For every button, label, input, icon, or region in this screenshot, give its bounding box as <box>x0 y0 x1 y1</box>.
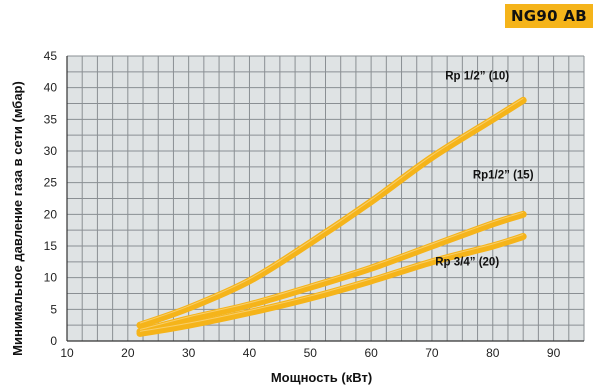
model-badge: NG90 AB <box>505 4 593 28</box>
series-line <box>136 233 527 337</box>
data-point <box>248 279 251 282</box>
series-line-sheen <box>139 234 524 332</box>
data-point <box>430 260 433 263</box>
x-tick-label: 90 <box>547 346 561 360</box>
y-tick-label: 35 <box>44 112 58 126</box>
data-point <box>522 235 525 238</box>
series-label: Rp 1/2” (10) <box>445 70 509 82</box>
data-point <box>430 156 433 159</box>
data-point <box>370 200 373 203</box>
y-tick-label: 5 <box>50 302 57 316</box>
data-point <box>491 245 494 247</box>
y-tick-label: 40 <box>44 81 58 95</box>
data-point <box>309 286 312 289</box>
data-point <box>430 245 433 247</box>
data-point <box>138 332 141 335</box>
y-tick-label: 10 <box>44 271 58 285</box>
x-tick-label: 80 <box>486 346 500 360</box>
x-tick-label: 20 <box>121 346 135 360</box>
x-tick-label: 70 <box>425 346 439 360</box>
x-axis-title: Мощность (кВт) <box>271 370 372 385</box>
x-tick-label: 30 <box>182 346 196 360</box>
data-point <box>491 118 494 121</box>
data-point <box>248 311 251 314</box>
y-tick-label: 0 <box>50 334 57 348</box>
y-tick-label: 45 <box>44 49 58 63</box>
series-lines <box>136 96 527 337</box>
series-line-sheen <box>139 97 524 324</box>
series-line <box>136 96 527 329</box>
series-label: Rp 3/4” (20) <box>435 257 499 269</box>
y-tick-label: 15 <box>44 239 58 253</box>
series-label: Rp1/2” (15) <box>473 169 534 181</box>
axes: 10 20 30 40 50 60 70 80 90 0 5 10 15 20 25 30 35 40 45 <box>44 49 584 360</box>
data-point <box>187 307 190 310</box>
series-line <box>136 210 527 335</box>
data-point <box>370 267 373 270</box>
data-point <box>491 222 494 225</box>
y-tick-label: 25 <box>44 176 58 190</box>
x-tick-label: 60 <box>364 346 378 360</box>
x-tick-label: 10 <box>60 346 74 360</box>
data-point <box>309 241 312 244</box>
data-point <box>522 213 525 216</box>
data-point <box>248 303 251 306</box>
y-tick-label: 20 <box>44 207 58 221</box>
data-point <box>187 317 190 320</box>
y-axis-title: Минимальное давление газа в сети (мбар) <box>10 81 25 356</box>
series-line-sheen <box>139 211 524 330</box>
x-tick-label: 40 <box>243 346 257 360</box>
x-tick-label: 50 <box>304 346 318 360</box>
data-point <box>522 99 525 102</box>
y-tick-label: 30 <box>44 144 58 158</box>
data-point <box>138 324 141 327</box>
data-point <box>187 324 190 327</box>
data-point <box>370 279 373 282</box>
data-point <box>309 296 312 299</box>
series-labels: Rp 1/2” (10) Rp1/2” (15) Rp 3/4” (20) <box>435 70 533 268</box>
